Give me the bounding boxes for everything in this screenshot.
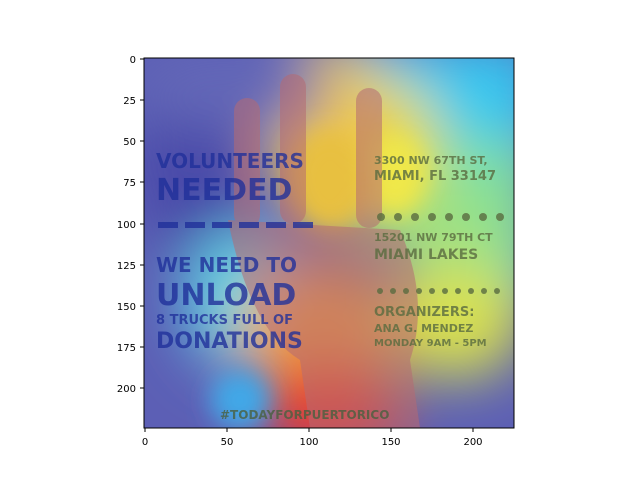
x-tick-label: 150 xyxy=(381,437,400,448)
poster-dots-2 xyxy=(377,288,500,294)
y-tick-label: 175 xyxy=(117,343,136,354)
poster-dashes xyxy=(158,222,313,228)
y-tick-label: 125 xyxy=(117,261,136,272)
poster-we-need-to: WE NEED TO xyxy=(156,253,297,277)
poster-donations: DONATIONS xyxy=(156,329,303,354)
poster-address2-line1: 15201 NW 79TH CT xyxy=(374,231,493,244)
y-axis xyxy=(140,58,144,389)
y-tick-label: 75 xyxy=(123,178,136,189)
poster-address2-line2: MIAMI LAKES xyxy=(374,247,478,263)
poster-organizer-name: ANA G. MENDEZ xyxy=(374,322,473,335)
x-axis xyxy=(144,428,474,432)
y-tick-label: 200 xyxy=(117,384,136,395)
poster-unload: UNLOAD xyxy=(156,278,296,313)
poster-organizers-title: ORGANIZERS: xyxy=(374,305,474,320)
x-tick-label: 50 xyxy=(221,437,234,448)
y-tick-label: 25 xyxy=(123,96,136,107)
poster-volunteers: VOLUNTEERS xyxy=(156,149,304,173)
x-tick-label: 0 xyxy=(142,437,148,448)
poster-address1-line1: 3300 NW 67TH ST, xyxy=(374,154,488,167)
x-tick-label: 100 xyxy=(299,437,318,448)
y-tick-label: 100 xyxy=(117,220,136,231)
y-tick-label: 0 xyxy=(130,55,136,66)
y-tick-label: 150 xyxy=(117,302,136,313)
poster-organizer-time: MONDAY 9AM - 5PM xyxy=(374,338,487,349)
poster-dots xyxy=(377,213,504,221)
heatmap-image: VOLUNTEERS NEEDED WE NEED TO UNLOAD 8 TR… xyxy=(144,58,514,428)
poster-8-trucks: 8 TRUCKS FULL OF xyxy=(156,313,293,328)
poster-address1-line2: MIAMI, FL 33147 xyxy=(374,169,496,184)
axes-frame xyxy=(143,57,515,429)
poster-hashtag: #TODAYFORPUERTORICO xyxy=(220,408,389,422)
y-tick-label: 50 xyxy=(123,137,136,148)
hand-silhouette xyxy=(228,74,420,428)
x-tick-label: 200 xyxy=(463,437,482,448)
poster-needed: NEEDED xyxy=(156,173,292,208)
